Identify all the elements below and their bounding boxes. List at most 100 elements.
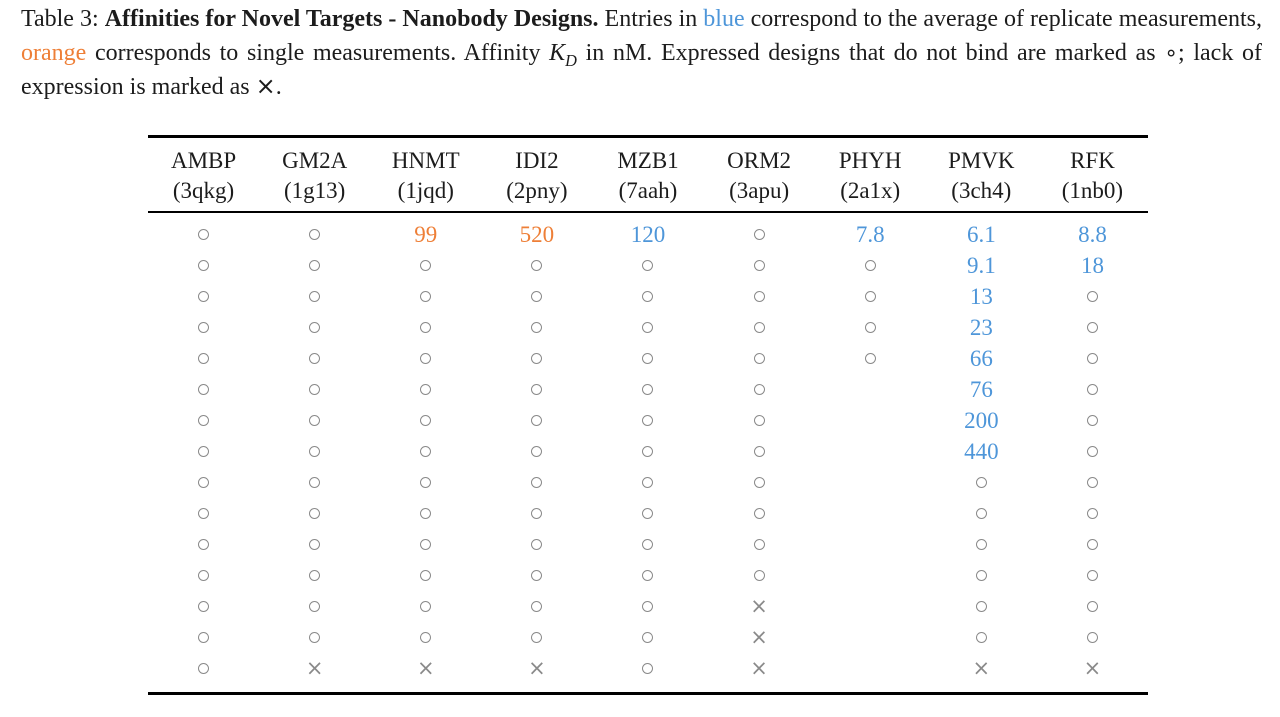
circle-icon bbox=[309, 291, 321, 302]
circle-icon bbox=[309, 539, 321, 550]
circle-icon bbox=[753, 508, 765, 519]
column-header-hnmt: HNMT (1jqd) bbox=[370, 146, 481, 206]
affinity-value-cell: 520 bbox=[481, 219, 592, 250]
circle-icon bbox=[753, 384, 765, 395]
no-binding-cell bbox=[148, 250, 259, 281]
no-binding-cell bbox=[592, 622, 703, 653]
empty-cell bbox=[815, 653, 926, 684]
circle-icon bbox=[642, 508, 654, 519]
circle-icon bbox=[198, 446, 210, 457]
circle-icon bbox=[642, 353, 654, 364]
no-binding-cell bbox=[592, 591, 703, 622]
times-icon: × bbox=[1083, 656, 1102, 680]
circle-icon bbox=[309, 384, 321, 395]
no-binding-cell bbox=[148, 312, 259, 343]
no-binding-cell bbox=[1037, 467, 1148, 498]
table-row: 76 bbox=[148, 374, 1148, 405]
circle-icon bbox=[642, 477, 654, 488]
no-binding-cell bbox=[148, 343, 259, 374]
circle-icon bbox=[198, 415, 210, 426]
no-binding-cell bbox=[259, 560, 370, 591]
no-binding-cell bbox=[370, 343, 481, 374]
no-binding-cell bbox=[1037, 560, 1148, 591]
no-binding-cell bbox=[148, 219, 259, 250]
no-binding-cell bbox=[815, 250, 926, 281]
circle-icon bbox=[420, 291, 432, 302]
affinity-value-cell: 13 bbox=[926, 281, 1037, 312]
circle-icon bbox=[864, 322, 876, 333]
empty-cell bbox=[815, 560, 926, 591]
target-name: PMVK bbox=[948, 148, 1015, 173]
circle-icon bbox=[309, 446, 321, 457]
caption-text: ; lack of expression is marked as bbox=[21, 39, 1262, 101]
circle-icon bbox=[198, 229, 210, 240]
no-binding-cell bbox=[1037, 622, 1148, 653]
no-expression-cell: × bbox=[704, 622, 815, 653]
caption-text: corresponds to single measurements. Affi… bbox=[86, 39, 550, 66]
empty-cell bbox=[815, 591, 926, 622]
circle-icon bbox=[975, 632, 987, 643]
header-rule bbox=[148, 211, 1148, 213]
pdb-id: (3qkg) bbox=[172, 178, 235, 203]
no-binding-cell bbox=[259, 498, 370, 529]
circle-icon bbox=[753, 477, 765, 488]
empty-cell bbox=[815, 374, 926, 405]
no-binding-cell bbox=[370, 250, 481, 281]
circle-icon bbox=[864, 291, 876, 302]
affinity-value-cell: 18 bbox=[1037, 250, 1148, 281]
circle-icon bbox=[198, 570, 210, 581]
circle-icon bbox=[309, 322, 321, 333]
circle-icon bbox=[531, 570, 543, 581]
column-header-pmvk: PMVK (3ch4) bbox=[926, 146, 1037, 206]
no-binding-cell bbox=[704, 498, 815, 529]
no-binding-cell bbox=[370, 591, 481, 622]
circle-icon bbox=[975, 539, 987, 550]
no-binding-cell bbox=[148, 281, 259, 312]
circle-icon bbox=[420, 260, 432, 271]
no-binding-cell bbox=[704, 529, 815, 560]
circle-icon bbox=[1086, 477, 1098, 488]
no-binding-cell bbox=[481, 436, 592, 467]
circle-icon bbox=[1086, 539, 1098, 550]
times-icon: × bbox=[750, 656, 768, 680]
circle-icon bbox=[975, 477, 987, 488]
circle-icon bbox=[753, 322, 765, 333]
affinity-table: AMBP (3qkg) GM2A (1g13) HNMT (1jqd) IDI2 (2pny)… bbox=[148, 135, 1148, 695]
no-binding-cell bbox=[592, 498, 703, 529]
caption-text: in nM. Expressed designs that do not bin… bbox=[576, 39, 1165, 66]
circle-icon bbox=[531, 415, 543, 426]
circle-icon bbox=[753, 539, 765, 550]
circle-icon bbox=[198, 384, 210, 395]
affinity-value: 8.8 bbox=[1078, 221, 1107, 247]
no-binding-cell bbox=[481, 529, 592, 560]
target-name: IDI2 bbox=[515, 148, 559, 173]
no-expression-cell: × bbox=[481, 653, 592, 684]
empty-cell bbox=[815, 405, 926, 436]
affinity-value-cell: 200 bbox=[926, 405, 1037, 436]
column-header-orm2: ORM2 (3apu) bbox=[704, 146, 815, 206]
table-header-row: AMBP (3qkg) GM2A (1g13) HNMT (1jqd) IDI2 (2pny)… bbox=[148, 138, 1148, 211]
table-body: 99 520 120 7.8 6.1 8.8 9.1 18 13 23 66 76 200 440 × × × ×… bbox=[148, 213, 1148, 692]
column-header-idi2: IDI2 (2pny) bbox=[481, 146, 592, 206]
circle-icon bbox=[309, 601, 321, 612]
affinity-value-cell: 9.1 bbox=[926, 250, 1037, 281]
circle-icon bbox=[420, 384, 432, 395]
table-row: 9.1 18 bbox=[148, 250, 1148, 281]
no-binding-cell bbox=[815, 281, 926, 312]
table-row: 23 bbox=[148, 312, 1148, 343]
circle-icon bbox=[1086, 570, 1098, 581]
no-binding-cell bbox=[370, 374, 481, 405]
no-binding-cell bbox=[704, 343, 815, 374]
no-expression-cell: × bbox=[1037, 653, 1148, 684]
pdb-id: (2pny) bbox=[506, 178, 568, 203]
column-header-rfk: RFK (1nb0) bbox=[1037, 146, 1148, 206]
table-row bbox=[148, 498, 1148, 529]
affinity-value: 23 bbox=[969, 314, 993, 340]
table-row: 99 520 120 7.8 6.1 8.8 bbox=[148, 219, 1148, 250]
target-name: HNMT bbox=[391, 148, 460, 173]
circle-icon bbox=[642, 570, 654, 581]
no-binding-cell bbox=[592, 436, 703, 467]
circle-icon bbox=[309, 508, 321, 519]
table-row: 440 bbox=[148, 436, 1148, 467]
circle-icon bbox=[642, 539, 654, 550]
